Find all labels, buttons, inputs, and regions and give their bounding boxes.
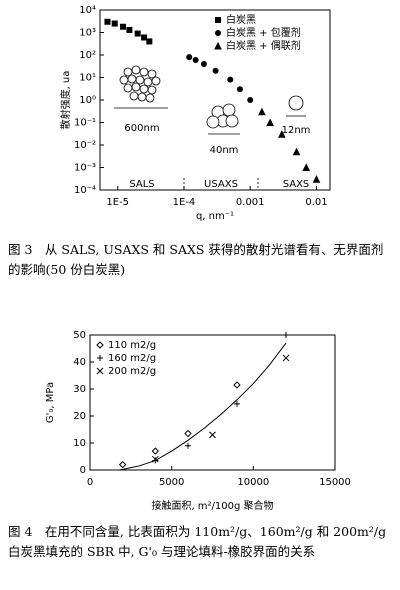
- marker: [184, 429, 192, 438]
- marker: [215, 17, 221, 23]
- y-tick-label: 30: [73, 384, 86, 395]
- marker: [104, 18, 111, 25]
- marker: [227, 76, 234, 83]
- y-tick-label: 50: [73, 330, 86, 341]
- x-tick-label: 0: [87, 477, 93, 488]
- marker: [247, 97, 254, 103]
- marker: [212, 67, 219, 74]
- marker: [234, 400, 240, 407]
- marker: [96, 341, 104, 349]
- marker: [118, 460, 127, 469]
- marker: [185, 442, 191, 449]
- x-tick-label: 1E-5: [106, 197, 129, 208]
- annotation: 600nm: [124, 123, 159, 134]
- legend-label: 白炭黑 + 包覆剂: [226, 26, 301, 39]
- marker: [186, 54, 193, 61]
- y-tick-label: 10⁻⁴: [74, 185, 96, 196]
- y-tick-label: 10⁻³: [74, 163, 96, 174]
- x-axis-label: q, nm⁻¹: [196, 211, 234, 222]
- marker: [97, 355, 103, 361]
- legend-label: 白炭黑 + 偶联剂: [226, 39, 301, 52]
- marker: [141, 34, 148, 41]
- marker: [292, 147, 301, 156]
- y-tick-label: 20: [73, 411, 86, 422]
- marker: [302, 163, 311, 171]
- marker: [111, 20, 118, 27]
- marker: [209, 431, 216, 439]
- legend-label: 白炭黑: [226, 13, 256, 26]
- marker: [126, 26, 133, 33]
- marker: [278, 130, 286, 138]
- annotation: 40nm: [210, 145, 239, 156]
- marker: [236, 86, 243, 93]
- marker: [233, 381, 241, 389]
- plot-frame: [89, 334, 336, 471]
- x-tick-label: 0.01: [305, 197, 327, 208]
- legend-label: 110 m2/g: [108, 340, 156, 351]
- legend-label: 160 m2/g: [108, 353, 156, 364]
- marker: [151, 447, 160, 455]
- x-tick-label: 10000: [237, 477, 269, 488]
- marker: [200, 60, 207, 67]
- marker: [119, 23, 126, 30]
- y-tick-label: 10⁴: [79, 5, 96, 16]
- fit-line: [119, 342, 287, 471]
- y-tick-label: 10⁰: [79, 95, 96, 106]
- marker: [192, 56, 199, 63]
- marker: [258, 107, 266, 116]
- marker: [96, 367, 104, 375]
- y-tick-label: 10⁻²: [74, 140, 96, 151]
- y-tick-label: 10¹: [79, 73, 96, 84]
- x-tick-label: 0.001: [236, 197, 265, 208]
- y-tick-label: 10⁻¹: [74, 118, 96, 129]
- y-tick-label: 10³: [79, 28, 96, 39]
- annotation: 12nm: [282, 125, 311, 136]
- marker: [134, 30, 141, 37]
- annotation: USAXS: [204, 179, 238, 190]
- marker: [283, 332, 289, 338]
- y-tick-label: 40: [73, 357, 86, 368]
- marker: [151, 455, 159, 463]
- illustration: [114, 65, 306, 190]
- y-tick-label: 10²: [79, 50, 96, 61]
- marker: [282, 354, 290, 362]
- annotation: SALS: [129, 179, 154, 190]
- x-tick-label: 15000: [319, 477, 351, 488]
- y-tick-label: 0: [80, 465, 86, 476]
- legend-label: 200 m2/g: [108, 366, 156, 377]
- marker: [266, 118, 274, 126]
- y-tick-label: 10: [73, 438, 86, 449]
- x-tick-label: 1E-4: [173, 197, 196, 208]
- marker: [215, 30, 221, 36]
- caption: 图 4 在用不同含量, 比表面积为 110m²/g、160m²/g 和 200m…: [8, 524, 387, 559]
- annotation: SAXS: [283, 179, 310, 190]
- y-axis-label: G'₀, MPa: [45, 382, 56, 423]
- x-tick-label: 5000: [159, 477, 184, 488]
- y-axis-label: 散射强度, ua: [59, 71, 72, 130]
- marker: [214, 41, 222, 50]
- caption: 图 3 从 SALS, USAXS 和 SAXS 获得的散射光谱看有、无界面剂的…: [8, 242, 384, 277]
- marker: [146, 38, 153, 45]
- x-axis-label: 接触面积, m²/100g 聚合物: [151, 499, 273, 512]
- marker: [152, 457, 159, 464]
- marker: [312, 175, 321, 183]
